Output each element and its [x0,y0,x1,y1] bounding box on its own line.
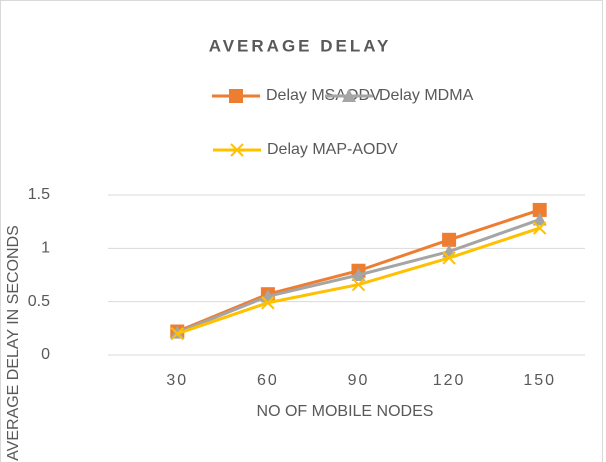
marker [442,251,456,265]
marker [532,221,547,235]
marker [342,89,356,102]
x-tick-label: 90 [348,372,370,389]
marker [442,232,457,247]
x-tick-label: 30 [166,372,188,389]
x-axis-label: NO OF MOBILE NODES [257,403,434,420]
marker [532,212,547,226]
x-tick-label: 60 [257,372,279,389]
legend-label: Delay MDMA [379,87,474,104]
marker [229,89,243,103]
marker [351,268,366,281]
y-tick-label: 1 [41,240,50,257]
y-tick-label: 1.5 [28,186,50,203]
x-tick-label: 150 [523,372,556,389]
marker [170,326,185,341]
y-tick-label: 0 [41,346,50,363]
y-tick-label: 0.5 [28,293,50,310]
y-axis-label: AVERAGE DELAY IN SECONDS [5,225,22,461]
legend-label: Delay MAP-AODV [267,141,398,158]
marker [351,277,366,292]
chart-title: AVERAGE DELAY [209,36,392,55]
x-tick-label: 120 [433,372,466,389]
marker [261,296,275,310]
marker [230,143,244,157]
marker [532,202,547,217]
